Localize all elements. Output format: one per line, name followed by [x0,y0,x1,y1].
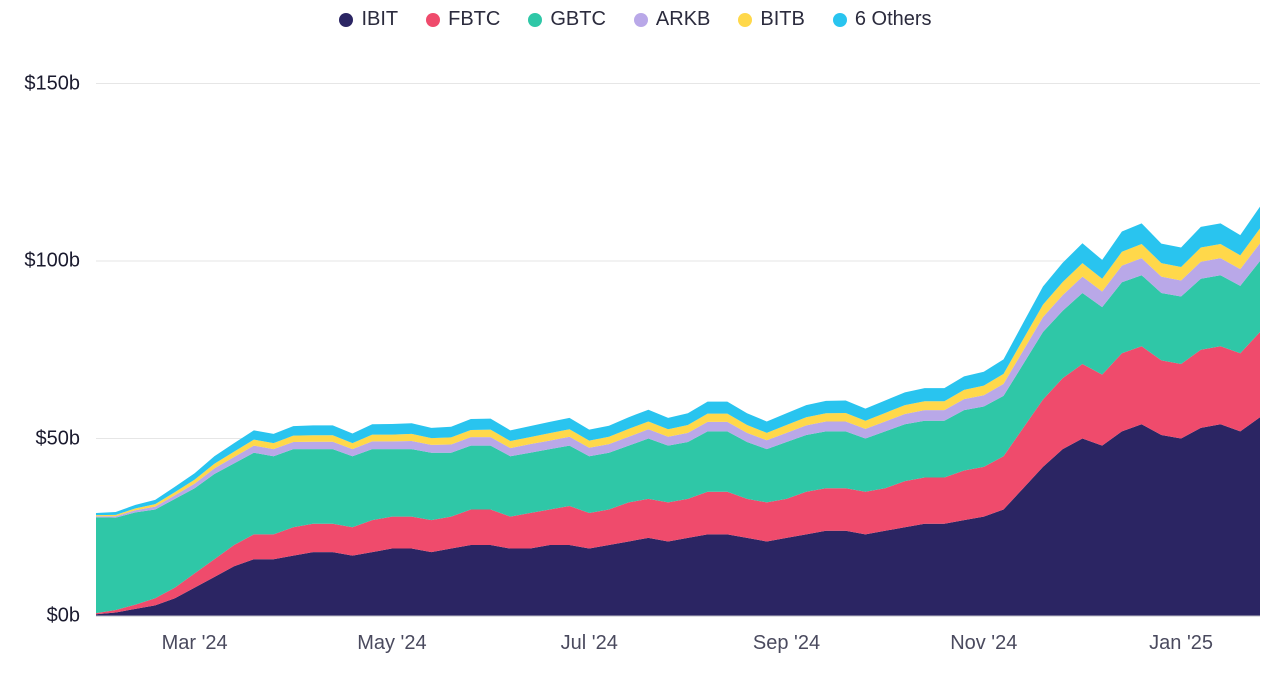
x-tick-label: Jul '24 [561,632,618,655]
y-tick-label: $0b [0,605,80,628]
y-tick-label: $100b [0,250,80,273]
x-tick-label: Sep '24 [753,632,820,655]
x-tick-label: May '24 [357,632,426,655]
stacked-area-chart: IBITFBTCGBTCARKBBITB6 Others $0b$50b$100… [0,0,1271,680]
y-tick-label: $50b [0,427,80,450]
x-tick-label: Nov '24 [950,632,1017,655]
plot-area [0,0,1271,680]
y-tick-label: $150b [0,72,80,95]
x-tick-label: Mar '24 [162,632,228,655]
x-tick-label: Jan '25 [1149,632,1213,655]
